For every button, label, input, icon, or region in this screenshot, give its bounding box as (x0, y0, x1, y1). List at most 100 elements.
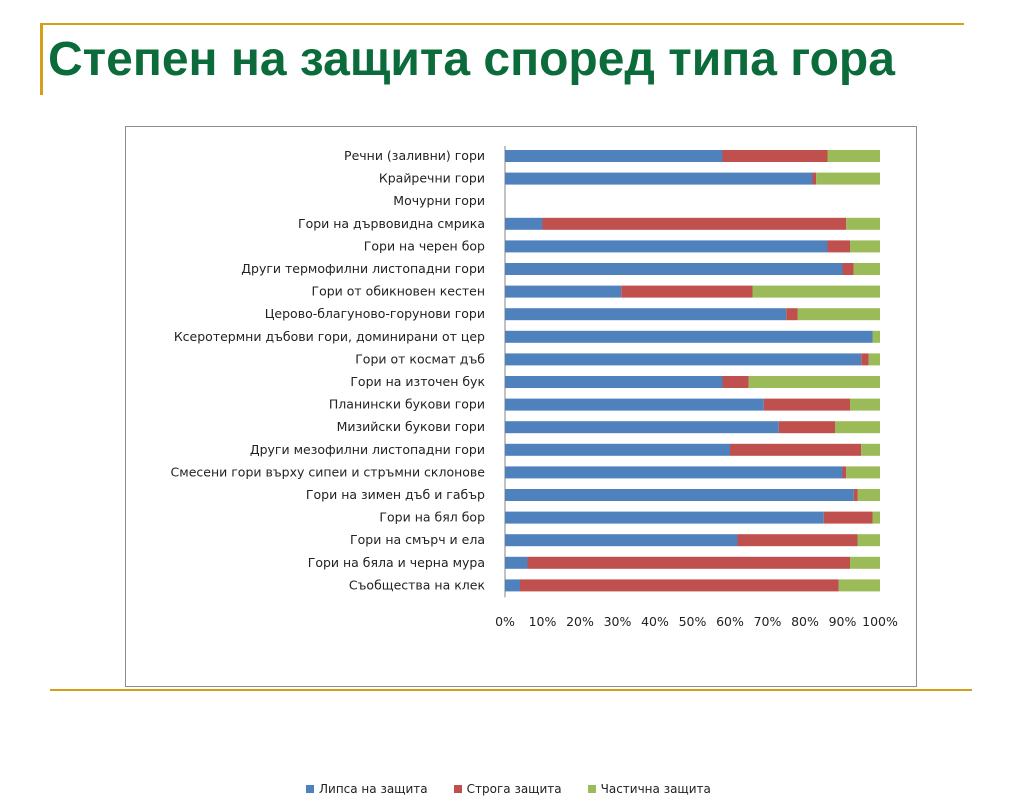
bar-segment-1 (505, 263, 843, 275)
bar-segment-2 (853, 489, 858, 501)
legend-label: Частична защита (600, 782, 711, 796)
bar-segment-2 (842, 466, 847, 479)
bar-segment-2 (812, 172, 817, 185)
chart-legend: Липса на защита Строга защита Частична защ… (306, 782, 711, 796)
bar-segment-2 (520, 579, 839, 592)
bar-segment-1 (505, 534, 738, 547)
legend-swatch (306, 785, 314, 793)
bar-segment-2 (737, 534, 858, 547)
x-tick-label: 10% (529, 614, 557, 629)
bar-segment-3 (752, 285, 880, 298)
bar-segment-3 (872, 330, 880, 343)
legend-item: Строга защита (453, 782, 562, 796)
legend-item: Липса на защита (306, 782, 428, 796)
bar-segment-1 (505, 466, 843, 479)
x-tick-label: 30% (604, 614, 632, 629)
category-label: Крайречни гори (379, 171, 485, 186)
x-tick-label: 60% (716, 614, 744, 629)
category-label: Други термофилни листопадни гори (241, 261, 485, 276)
stacked-bar-chart: Речни (заливни) гори Крайречни гори Мочурн… (171, 146, 898, 629)
bar-segment-3 (748, 376, 880, 388)
bar-segment-1 (505, 579, 520, 592)
bar-segment-2 (722, 150, 828, 162)
category-label: Мизийски букови гори (337, 419, 485, 434)
slide-title: Степен на защита според типа гора (48, 33, 895, 86)
bar-segment-2 (827, 240, 850, 253)
category-label: Гори на черен бор (364, 238, 485, 253)
bar-segment-2 (542, 217, 847, 230)
bar-segment-3 (872, 511, 880, 524)
category-label: Съобщества на клек (349, 577, 486, 592)
legend-swatch (453, 785, 462, 793)
title-top-rule (40, 23, 964, 25)
bar-segment-3 (857, 534, 880, 547)
bar-segment-2 (778, 421, 835, 434)
x-tick-label: 80% (791, 614, 819, 629)
bar-segment-2 (722, 376, 749, 388)
category-label: Церово-благуново-горунови гори (265, 306, 485, 321)
category-label: Други мезофилни листопадни гори (250, 442, 485, 457)
bar-segment-3 (846, 217, 880, 230)
bar-segment-1 (505, 489, 854, 501)
x-tick-label: 90% (829, 614, 857, 629)
bar-segment-3 (861, 443, 880, 456)
bar-segment-1 (505, 511, 824, 524)
bar-segment-3 (816, 172, 880, 185)
bar-segment-2 (763, 398, 850, 411)
bar-segment-2 (861, 353, 869, 366)
bar-segment-1 (505, 443, 730, 456)
category-label: Мочурни гори (393, 193, 485, 208)
bar-segment-1 (505, 150, 723, 162)
legend-swatch (587, 785, 596, 793)
x-tick-label: 40% (641, 614, 669, 629)
bar-segment-3 (797, 308, 880, 321)
category-label: Гори от космат дъб (355, 351, 485, 366)
bar-segment-2 (621, 285, 753, 298)
category-label: Гори на зимен дъб и габър (306, 487, 485, 502)
category-label: Смесени гори върху сипеи и стръмни склон… (171, 464, 486, 479)
bar-segment-1 (505, 172, 813, 185)
slide-bottom-rule (50, 689, 972, 691)
bar-segment-2 (823, 511, 873, 524)
x-tick-label: 0% (495, 614, 515, 629)
legend-label: Строга защита (466, 782, 562, 796)
bar-segment-1 (505, 217, 543, 230)
bar-segment-3 (838, 579, 880, 592)
bar-segment-3 (850, 556, 880, 569)
category-label: Гори на бял бор (379, 510, 485, 525)
x-tick-label: 100% (862, 614, 898, 629)
bar-segment-3 (846, 466, 880, 479)
bar-segment-1 (505, 308, 787, 321)
chart-frame: Речни (заливни) гори Крайречни гори Мочурн… (125, 126, 917, 796)
bar-segment-2 (786, 308, 798, 321)
legend-label: Липса на защита (319, 782, 428, 796)
bar-segment-2 (842, 263, 854, 275)
x-tick-label: 50% (679, 614, 707, 629)
category-label: Гори на смърч и ела (350, 532, 485, 547)
bar-segment-3 (827, 150, 880, 162)
bar-segment-1 (505, 285, 622, 298)
category-label: Речни (заливни) гори (344, 148, 485, 163)
bar-segment-1 (505, 421, 779, 434)
bar-segment-1 (505, 330, 873, 343)
category-label: Гори на дървовидна смрика (298, 216, 485, 231)
legend-item: Частична защита (587, 782, 711, 796)
bar-segment-1 (505, 376, 723, 388)
bar-segment-3 (850, 240, 880, 253)
title-left-rule (40, 23, 43, 95)
bar-segment-1 (505, 353, 862, 366)
bar-segment-2 (527, 556, 850, 569)
category-label: Гори на бяла и черна мура (308, 555, 485, 570)
category-label: Планински букови гори (329, 397, 485, 412)
bar-segment-3 (850, 398, 880, 411)
bar-segment-1 (505, 556, 528, 569)
x-tick-label: 70% (754, 614, 782, 629)
bar-segment-3 (853, 263, 880, 275)
bar-segment-2 (730, 443, 862, 456)
bar-segment-1 (505, 398, 764, 411)
bar-segment-3 (868, 353, 880, 366)
bar-segment-3 (835, 421, 880, 434)
category-label: Ксеротермни дъбови гори, доминирани от ц… (174, 329, 485, 344)
category-label: Гори на източен бук (350, 374, 485, 389)
bar-segment-1 (505, 240, 828, 253)
